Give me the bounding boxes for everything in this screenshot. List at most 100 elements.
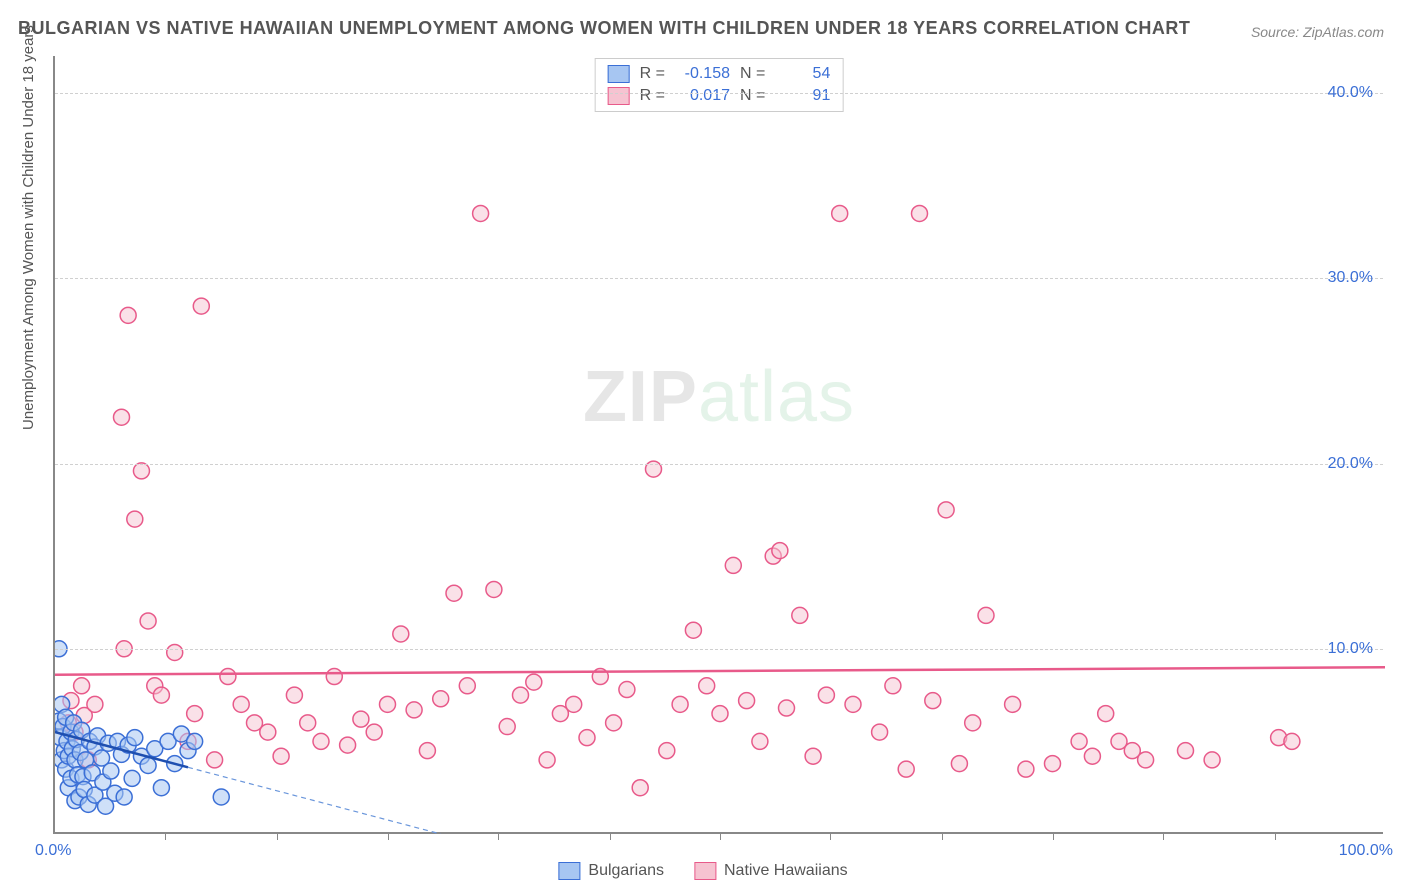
data-point [885, 678, 901, 694]
data-point [566, 696, 582, 712]
data-point [366, 724, 382, 740]
data-point [632, 780, 648, 796]
data-point [406, 702, 422, 718]
stat-row-hawaiians: R = 0.017 N = 91 [608, 85, 831, 107]
data-point [419, 743, 435, 759]
data-point [393, 626, 409, 642]
data-point [619, 682, 635, 698]
x-tick [942, 832, 943, 840]
swatch-hawaiians [608, 87, 630, 105]
correlation-stats-box: R = -0.158 N = 54 R = 0.017 N = 91 [595, 58, 844, 112]
data-point [1045, 756, 1061, 772]
data-point [153, 687, 169, 703]
data-point [124, 770, 140, 786]
data-point [805, 748, 821, 764]
data-point [712, 706, 728, 722]
data-point [433, 691, 449, 707]
y-tick-label: 10.0% [1328, 640, 1373, 658]
data-point [353, 711, 369, 727]
x-tick [388, 832, 389, 840]
gridline-h [55, 649, 1383, 650]
data-point [965, 715, 981, 731]
data-point [938, 502, 954, 518]
data-point [951, 756, 967, 772]
data-point [340, 737, 356, 753]
data-point [1138, 752, 1154, 768]
x-tick-label: 100.0% [1339, 842, 1393, 860]
data-point [486, 581, 502, 597]
data-point [116, 789, 132, 805]
data-point [872, 724, 888, 740]
x-tick [498, 832, 499, 840]
data-point [685, 622, 701, 638]
data-point [300, 715, 316, 731]
data-point [912, 205, 928, 221]
data-point [1178, 743, 1194, 759]
data-point [818, 687, 834, 703]
x-tick [1163, 832, 1164, 840]
data-point [74, 678, 90, 694]
source-prefix: Source: [1251, 24, 1303, 40]
data-point [459, 678, 475, 694]
gridline-h [55, 93, 1383, 94]
data-point [513, 687, 529, 703]
data-point [752, 733, 768, 749]
data-point [1204, 752, 1220, 768]
gridline-h [55, 464, 1383, 465]
source-name: ZipAtlas.com [1303, 24, 1384, 40]
data-point [898, 761, 914, 777]
source-attribution: Source: ZipAtlas.com [1251, 24, 1384, 40]
data-point [1284, 733, 1300, 749]
data-point [207, 752, 223, 768]
x-tick [277, 832, 278, 840]
y-tick-label: 30.0% [1328, 269, 1373, 287]
data-point [526, 674, 542, 690]
n-value: 91 [775, 87, 830, 105]
data-point [87, 696, 103, 712]
data-point [193, 298, 209, 314]
data-point [1018, 761, 1034, 777]
data-point [213, 789, 229, 805]
data-point [792, 607, 808, 623]
data-point [167, 644, 183, 660]
data-point [925, 693, 941, 709]
legend-swatch [558, 862, 580, 880]
gridline-h [55, 278, 1383, 279]
data-point [845, 696, 861, 712]
r-label: R = [640, 65, 665, 83]
swatch-bulgarians [608, 65, 630, 83]
data-point [978, 607, 994, 623]
legend-label: Bulgarians [588, 862, 664, 880]
data-point [446, 585, 462, 601]
data-point [779, 700, 795, 716]
y-tick-label: 40.0% [1328, 84, 1373, 102]
r-label: R = [640, 87, 665, 105]
legend-label: Native Hawaiians [724, 862, 848, 880]
data-point [1071, 733, 1087, 749]
x-tick-label: 0.0% [35, 842, 71, 860]
bottom-legend: Bulgarians Native Hawaiians [558, 862, 847, 880]
stat-row-bulgarians: R = -0.158 N = 54 [608, 63, 831, 85]
y-axis-label: Unemployment Among Women with Children U… [20, 25, 37, 430]
data-point [187, 706, 203, 722]
data-point [187, 733, 203, 749]
data-point [499, 719, 515, 735]
data-point [473, 205, 489, 221]
data-point [133, 463, 149, 479]
r-value: -0.158 [675, 65, 730, 83]
y-tick-label: 20.0% [1328, 455, 1373, 473]
r-value: 0.017 [675, 87, 730, 105]
data-point [313, 733, 329, 749]
data-point [659, 743, 675, 759]
data-point [739, 693, 755, 709]
trend-line [55, 667, 1385, 674]
data-point [1005, 696, 1021, 712]
data-point [153, 780, 169, 796]
plot-area: ZIPatlas R = -0.158 N = 54 R = 0.017 N =… [53, 56, 1383, 834]
chart-title: BULGARIAN VS NATIVE HAWAIIAN UNEMPLOYMEN… [18, 18, 1190, 39]
data-point [672, 696, 688, 712]
data-point [772, 543, 788, 559]
n-value: 54 [775, 65, 830, 83]
data-point [725, 557, 741, 573]
n-label: N = [740, 87, 765, 105]
